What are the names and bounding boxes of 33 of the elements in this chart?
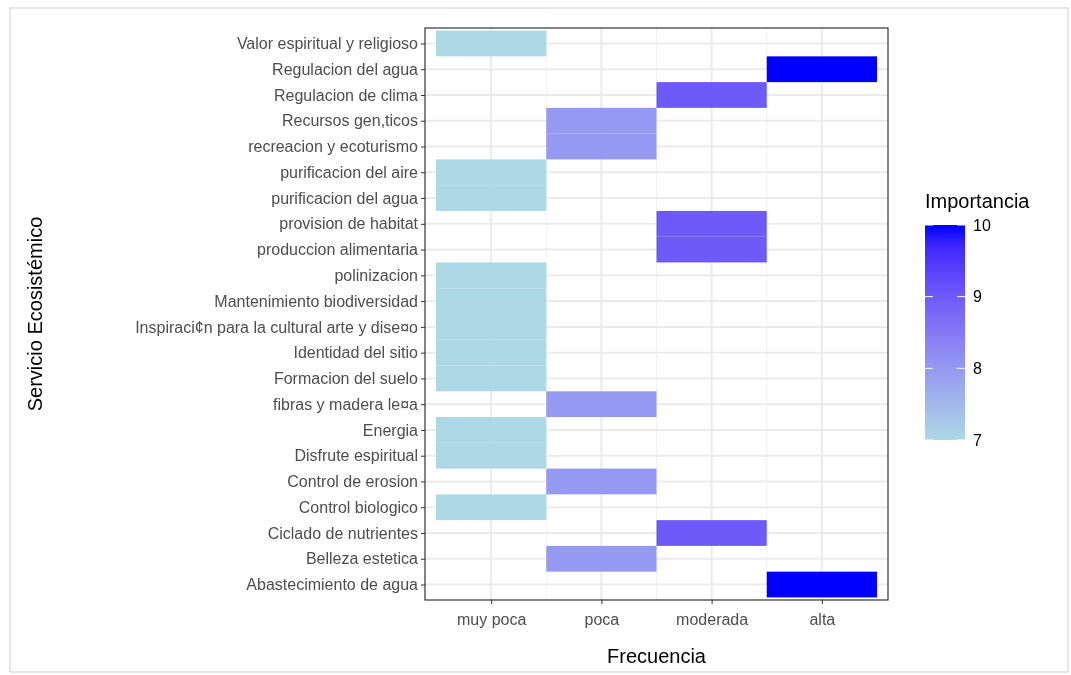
color-bar-label: 9 — [973, 288, 982, 306]
y-tick-label: Mantenimiento biodiversidad — [214, 292, 418, 310]
color-bar-label: 8 — [973, 359, 982, 377]
legend-title: Importancia — [925, 190, 1031, 212]
y-tick-label: Recursos gen,ticos — [281, 112, 418, 130]
y-axis-title: Servicio Ecosistémico — [24, 216, 46, 412]
y-tick-label: Formacion del suelo — [273, 370, 419, 388]
y-tick-label: provision de habitat — [279, 215, 419, 233]
y-tick-label: Valor espiritual y religioso — [236, 35, 419, 53]
y-tick-label: Belleza estetica — [305, 550, 419, 568]
x-tick-label: alta — [809, 610, 836, 628]
color-bar-label: 10 — [973, 216, 991, 234]
x-tick-label: moderada — [676, 610, 749, 628]
y-tick-label: Control de erosion — [287, 473, 418, 491]
y-tick-label: Inspiraci¢n para la cultural arte y dise¤o — [135, 318, 419, 336]
y-tick-label: fibras y madera le¤a — [273, 395, 419, 413]
x-tick-label: muy poca — [456, 610, 527, 628]
y-tick-label: produccion alimentaria — [257, 241, 419, 259]
y-tick-label: Ciclado de nutrientes — [267, 524, 418, 542]
y-tick-label: purificacion del aire — [280, 163, 419, 181]
y-tick-label: Control biologico — [298, 498, 419, 516]
y-tick-label: Regulacion del agua — [272, 60, 419, 78]
y-tick-label: Abastecimiento de agua — [246, 576, 419, 594]
y-tick-label: Identidad del sitio — [293, 344, 419, 362]
y-tick-label: Disfrute espiritual — [294, 447, 418, 465]
y-tick-label: Energia — [362, 421, 419, 439]
y-tick-label: Regulacion de clima — [273, 86, 419, 104]
y-tick-label: recreacion y ecoturismo — [248, 138, 419, 156]
y-tick-label: polinizacion — [334, 266, 418, 284]
color-bar-label: 7 — [973, 431, 982, 449]
y-tick-label: purificacion del agua — [271, 189, 419, 207]
x-axis-title: Frecuencia — [607, 645, 707, 667]
x-tick-label: poca — [584, 610, 620, 628]
